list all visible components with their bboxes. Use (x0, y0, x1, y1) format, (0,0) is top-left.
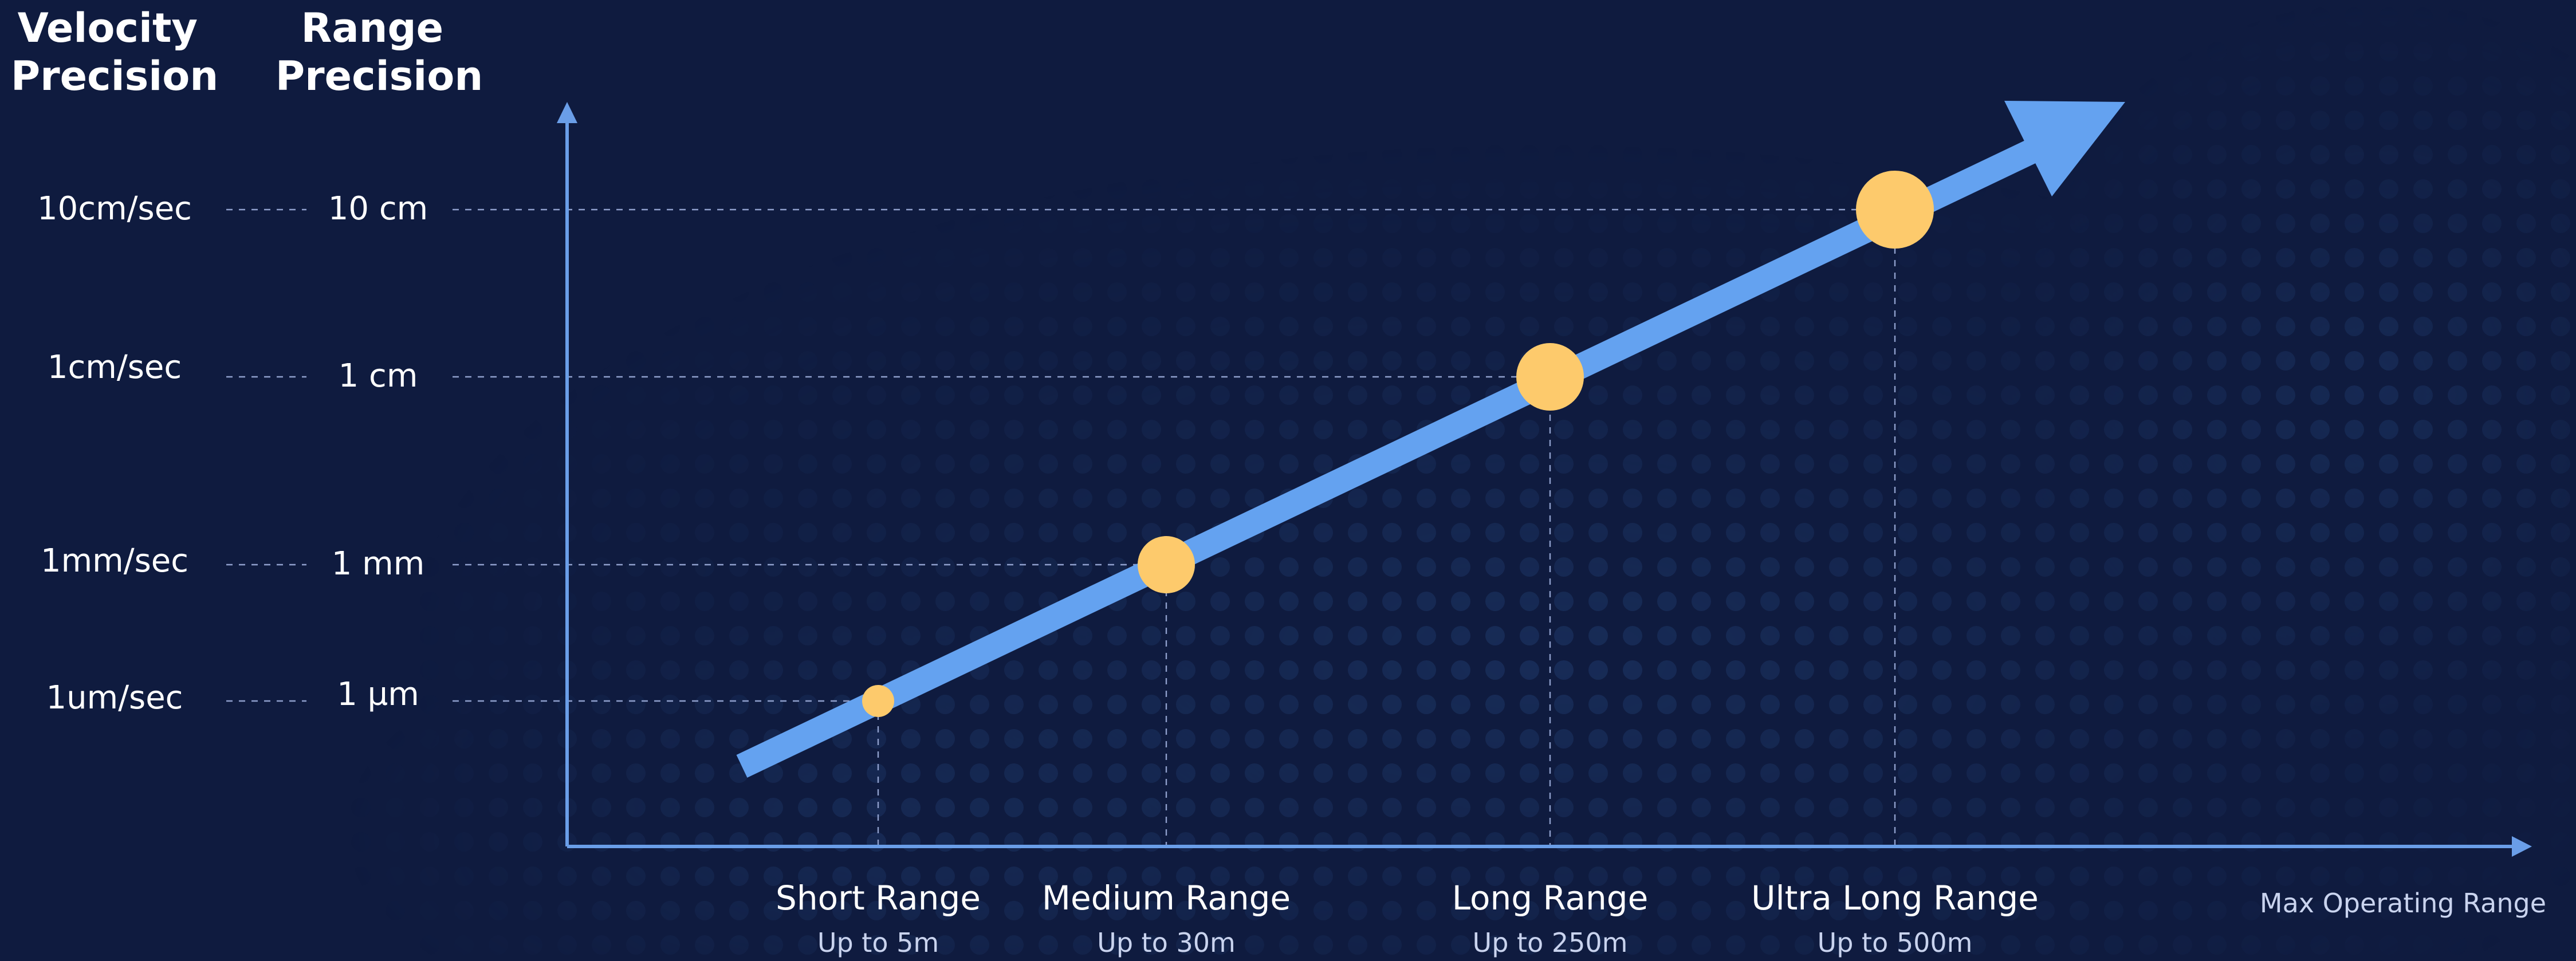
level-row: 1cm/sec 1 cm (48, 349, 418, 395)
category-name: Short Range (776, 879, 981, 917)
range-header-line2: Precision (276, 53, 483, 100)
velocity-label: 1um/sec (46, 679, 183, 716)
marker-medium-range (1138, 536, 1195, 593)
velocity-label: 1mm/sec (41, 542, 188, 580)
trend-arrow-shaft (736, 137, 2042, 778)
velocity-header-line2: Precision (11, 53, 218, 100)
marker-long-range (1516, 343, 1584, 411)
category-ultra-long-range: Ultra Long Range Up to 500m (1751, 879, 2039, 958)
level-row: 1um/sec 1 µm (46, 676, 419, 716)
range-header-line1: Range (301, 5, 444, 52)
category-sub: Up to 500m (1818, 927, 1973, 958)
velocity-header: Velocity Precision (11, 5, 218, 100)
x-axis-label: Max Operating Range (2260, 888, 2546, 919)
category-long-range: Long Range Up to 250m (1452, 879, 1649, 958)
marker-ultra-long-range (1856, 171, 1934, 249)
category-name: Medium Range (1042, 879, 1291, 917)
category-sub: Up to 30m (1097, 927, 1236, 958)
level-row: 1mm/sec 1 mm (41, 542, 424, 582)
range-label: 1 µm (337, 676, 419, 713)
velocity-label: 10cm/sec (37, 190, 192, 227)
y-axis-arrowhead (557, 102, 577, 123)
level-row: 10cm/sec 10 cm (37, 190, 428, 227)
category-sub: Up to 250m (1473, 927, 1628, 958)
range-label: 10 cm (328, 190, 428, 227)
velocity-header-line1: Velocity (18, 5, 198, 52)
range-label: 1 cm (339, 357, 418, 395)
category-name: Long Range (1452, 879, 1649, 917)
range-label: 1 mm (332, 545, 425, 582)
category-name: Ultra Long Range (1751, 879, 2039, 917)
trend-arrow-head (2004, 101, 2125, 196)
x-axis-arrowhead (2512, 836, 2532, 857)
category-medium-range: Medium Range Up to 30m (1042, 879, 1291, 958)
marker-short-range (862, 685, 894, 717)
velocity-label: 1cm/sec (48, 349, 182, 386)
category-sub: Up to 5m (817, 927, 939, 958)
range-header: Range Precision (276, 5, 483, 100)
category-short-range: Short Range Up to 5m (776, 879, 981, 958)
